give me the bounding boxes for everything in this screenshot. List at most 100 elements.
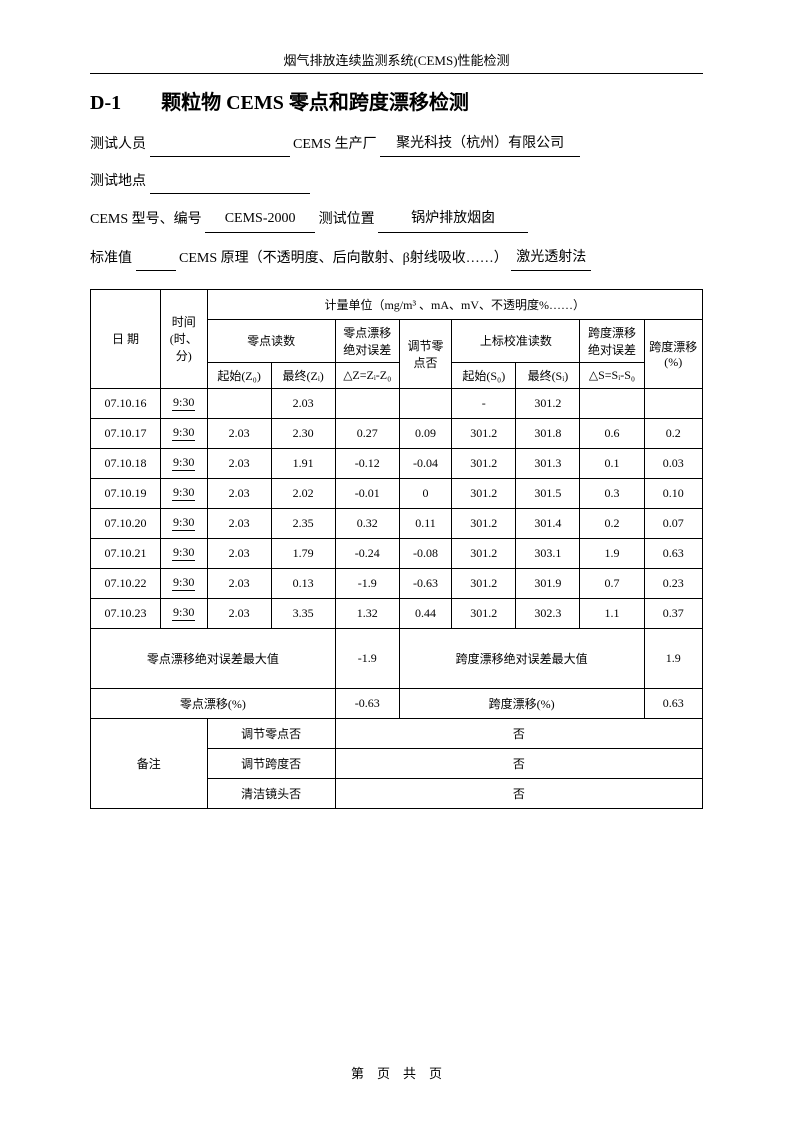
data-table: 日 期 时间(时、分) 计量单位（mg/m³ 、mA、mV、不透明度%……） 零… <box>90 289 703 809</box>
cell-z0: 2.03 <box>207 568 271 598</box>
cell-zi: 2.30 <box>271 418 335 448</box>
col-end-z: 最终(Zᵢ) <box>271 362 335 388</box>
cell-zi: 3.35 <box>271 598 335 628</box>
remark-r3-value: 否 <box>335 778 702 808</box>
table-row: 07.10.209:302.032.350.320.11301.2301.40.… <box>91 508 703 538</box>
cell-si: 301.2 <box>516 388 580 418</box>
cell-si: 301.8 <box>516 418 580 448</box>
cell-drift: 0.23 <box>644 568 702 598</box>
cell-s0: 301.2 <box>452 418 516 448</box>
cell-date: 07.10.23 <box>91 598 161 628</box>
remark-r2-label: 调节跨度否 <box>207 748 335 778</box>
cell-drift: 0.63 <box>644 538 702 568</box>
remark-r1-label: 调节零点否 <box>207 718 335 748</box>
title-code: D-1 <box>90 92 121 115</box>
cell-time: 9:30 <box>160 388 207 418</box>
cell-ds: 0.1 <box>580 448 644 478</box>
location-label: 测试地点 <box>90 174 146 189</box>
cell-adj: -0.08 <box>399 538 451 568</box>
cell-date: 07.10.18 <box>91 448 161 478</box>
cell-zi: 0.13 <box>271 568 335 598</box>
cell-z0: 2.03 <box>207 508 271 538</box>
table-row: 07.10.169:302.03-301.2 <box>91 388 703 418</box>
col-date: 日 期 <box>91 289 161 388</box>
cell-zi: 2.02 <box>271 478 335 508</box>
span-drift-value: 0.63 <box>644 688 702 718</box>
cell-drift: 0.2 <box>644 418 702 448</box>
cell-s0: 301.2 <box>452 538 516 568</box>
position-value[interactable]: 锅炉排放烟囱 <box>378 206 528 232</box>
cell-date: 07.10.16 <box>91 388 161 418</box>
cell-dz: 1.32 <box>335 598 399 628</box>
cell-s0: 301.2 <box>452 448 516 478</box>
cell-s0: - <box>452 388 516 418</box>
cell-ds: 0.3 <box>580 478 644 508</box>
cell-z0: 2.03 <box>207 538 271 568</box>
table-row: 07.10.179:302.032.300.270.09301.2301.80.… <box>91 418 703 448</box>
cell-time: 9:30 <box>160 418 207 448</box>
cell-zi: 2.35 <box>271 508 335 538</box>
cell-time: 9:30 <box>160 568 207 598</box>
cell-dz: -0.01 <box>335 478 399 508</box>
standard-value[interactable] <box>136 270 176 271</box>
cell-ds: 0.2 <box>580 508 644 538</box>
cell-dz <box>335 388 399 418</box>
cell-time: 9:30 <box>160 448 207 478</box>
info-line-2: 测试地点 <box>90 169 703 194</box>
info-line-3: CEMS 型号、编号 CEMS-2000 测试位置 锅炉排放烟囱 <box>90 206 703 232</box>
col-adjust-zero: 调节零点否 <box>399 319 451 388</box>
cell-dz: 0.27 <box>335 418 399 448</box>
cell-z0 <box>207 388 271 418</box>
cell-drift: 0.37 <box>644 598 702 628</box>
unit-header: 计量单位（mg/m³ 、mA、mV、不透明度%……） <box>207 289 702 319</box>
title-text: 颗粒物 CEMS 零点和跨度漂移检测 <box>161 86 469 115</box>
cell-ds: 0.6 <box>580 418 644 448</box>
cell-si: 302.3 <box>516 598 580 628</box>
cell-drift: 0.07 <box>644 508 702 538</box>
model-label: CEMS 型号、编号 <box>90 212 202 227</box>
cell-adj: -0.63 <box>399 568 451 598</box>
page-footer: 第 页 共 页 <box>0 1063 793 1082</box>
cell-dz: 0.32 <box>335 508 399 538</box>
position-label: 测试位置 <box>319 212 375 227</box>
cell-time: 9:30 <box>160 598 207 628</box>
cell-z0: 2.03 <box>207 448 271 478</box>
col-zero-read: 零点读数 <box>207 319 335 362</box>
cell-ds <box>580 388 644 418</box>
cell-s0: 301.2 <box>452 508 516 538</box>
cell-date: 07.10.20 <box>91 508 161 538</box>
manufacturer-value[interactable]: 聚光科技（杭州）有限公司 <box>380 131 580 157</box>
col-ds: △S=Sᵢ-S₀ <box>580 362 644 388</box>
cell-si: 303.1 <box>516 538 580 568</box>
col-start-s: 起始(S₀) <box>452 362 516 388</box>
cell-dz: -0.24 <box>335 538 399 568</box>
cell-adj: 0.09 <box>399 418 451 448</box>
zero-max-value: -1.9 <box>335 628 399 688</box>
location-value[interactable] <box>150 193 310 194</box>
cell-si: 301.4 <box>516 508 580 538</box>
cell-z0: 2.03 <box>207 418 271 448</box>
cell-date: 07.10.17 <box>91 418 161 448</box>
remark-r1-value: 否 <box>335 718 702 748</box>
span-drift-label: 跨度漂移(%) <box>399 688 644 718</box>
cell-s0: 301.2 <box>452 478 516 508</box>
table-row: 07.10.219:302.031.79-0.24-0.08301.2303.1… <box>91 538 703 568</box>
model-value[interactable]: CEMS-2000 <box>205 206 315 232</box>
cell-ds: 0.7 <box>580 568 644 598</box>
principle-value[interactable]: 激光透射法 <box>511 245 591 271</box>
cell-time: 9:30 <box>160 538 207 568</box>
remark-r2-value: 否 <box>335 748 702 778</box>
table-row: 07.10.189:302.031.91-0.12-0.04301.2301.3… <box>91 448 703 478</box>
cell-adj <box>399 388 451 418</box>
cell-adj: 0.44 <box>399 598 451 628</box>
cell-drift <box>644 388 702 418</box>
cell-time: 9:30 <box>160 478 207 508</box>
standard-label: 标准值 <box>90 251 132 266</box>
cell-zi: 1.91 <box>271 448 335 478</box>
remark-label: 备注 <box>91 718 208 808</box>
table-row: 07.10.239:302.033.351.320.44301.2302.31.… <box>91 598 703 628</box>
info-line-4: 标准值 CEMS 原理（不透明度、后向散射、β射线吸收……） 激光透射法 <box>90 245 703 271</box>
cell-date: 07.10.22 <box>91 568 161 598</box>
tester-value[interactable] <box>150 156 290 157</box>
cell-dz: -1.9 <box>335 568 399 598</box>
